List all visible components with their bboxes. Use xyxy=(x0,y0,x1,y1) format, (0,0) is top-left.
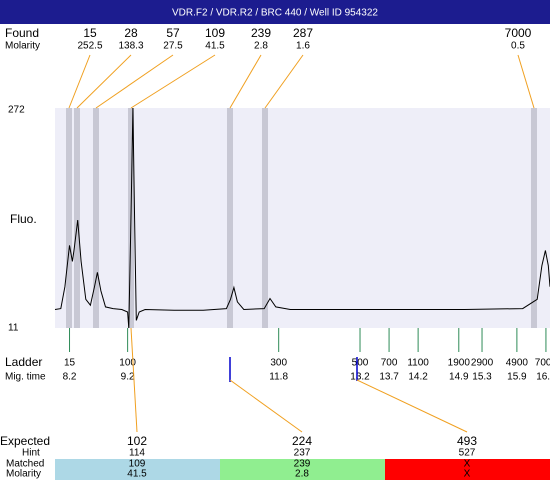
molarity-label: Molarity xyxy=(6,469,41,480)
ladder-size: 100 xyxy=(119,358,136,369)
hint-size: 527 xyxy=(459,448,476,459)
found-size: 7000 xyxy=(505,26,532,40)
found-connector xyxy=(264,54,304,109)
plot-area xyxy=(55,108,550,328)
found-connector xyxy=(229,54,262,109)
ladder-time: 13.2 xyxy=(350,372,370,383)
expected-connector xyxy=(229,379,303,433)
found-label: Found xyxy=(5,26,39,40)
peak-band xyxy=(262,108,268,328)
expected-connector xyxy=(130,327,138,433)
expected-size: 102 xyxy=(127,434,147,448)
ladder-time: 16.4 xyxy=(536,372,550,383)
found-connector xyxy=(517,54,535,109)
ladder-size: 700 xyxy=(381,358,398,369)
found-molarity: 27.5 xyxy=(163,41,183,52)
matched-size: X xyxy=(464,459,471,470)
found-connector xyxy=(76,54,132,109)
hint-size: 237 xyxy=(294,448,311,459)
match-cell xyxy=(220,459,385,480)
hint-size: 114 xyxy=(129,448,145,459)
found-molarity: 138.3 xyxy=(118,41,143,52)
ladder-label: Ladder xyxy=(5,355,42,369)
found-size: 239 xyxy=(251,26,271,40)
y-tick-label: 272 xyxy=(8,105,25,116)
ladder-time: 13.7 xyxy=(379,372,399,383)
title: VDR.F2 / VDR.R2 / BRC 440 / Well ID 9543… xyxy=(172,8,378,19)
expected-size: 224 xyxy=(292,434,312,448)
matched-size: 239 xyxy=(294,459,311,470)
trace xyxy=(54,107,550,329)
matched-label: Matched xyxy=(6,459,44,470)
y-axis-label: Fluo. xyxy=(10,212,37,226)
ladder-size: 300 xyxy=(270,358,287,369)
peak-band xyxy=(531,108,537,328)
peak-band xyxy=(66,108,72,328)
ladder-time: 14.9 xyxy=(449,372,469,383)
expected-connector xyxy=(356,379,468,433)
ladder-size: 500 xyxy=(352,358,369,369)
ladder-time: 14.2 xyxy=(408,372,428,383)
expected-size: 493 xyxy=(457,434,477,448)
ladder-time: 11.8 xyxy=(269,372,288,383)
matched-molarity: X xyxy=(464,469,471,480)
ladder-size: 4900 xyxy=(506,358,529,369)
peak-band xyxy=(74,108,80,328)
ladder-size: 1900 xyxy=(448,358,471,369)
match-cell xyxy=(385,459,550,480)
matched-molarity: 2.8 xyxy=(295,469,309,480)
ladder-time: 15.9 xyxy=(507,372,527,383)
matched-size: 109 xyxy=(129,459,146,470)
expected-label: Expected xyxy=(0,434,50,448)
ladder-sublabel: Mig. time xyxy=(5,372,46,383)
found-molarity: 252.5 xyxy=(77,41,102,52)
ladder-size: 7000 xyxy=(535,358,550,369)
found-connector xyxy=(95,54,174,109)
peak-band xyxy=(227,108,233,328)
match-cell xyxy=(55,459,220,480)
title-bar xyxy=(0,0,550,24)
found-molarity: 1.6 xyxy=(296,41,310,52)
found-molarity: 0.5 xyxy=(511,41,525,52)
found-size: 28 xyxy=(124,26,138,40)
hint-label: Hint xyxy=(22,448,40,459)
found-connector xyxy=(68,54,91,109)
ladder-time: 8.2 xyxy=(63,372,77,383)
found-size: 287 xyxy=(293,26,313,40)
found-molarity: 2.8 xyxy=(254,41,268,52)
ladder-size: 2900 xyxy=(471,358,494,369)
found-molarity: 41.5 xyxy=(205,41,225,52)
found-connector xyxy=(130,54,216,109)
ladder-time: 9.2 xyxy=(121,372,135,383)
peak-band xyxy=(93,108,99,328)
y-tick-label: 11 xyxy=(8,323,19,334)
ladder-size: 1100 xyxy=(407,358,429,369)
matched-molarity: 41.5 xyxy=(127,469,147,480)
found-size: 15 xyxy=(83,26,97,40)
found-size: 109 xyxy=(205,26,225,40)
ladder-size: 15 xyxy=(64,358,76,369)
ladder-time: 15.3 xyxy=(472,372,492,383)
found-sublabel: Molarity xyxy=(5,41,40,52)
found-size: 57 xyxy=(166,26,180,40)
